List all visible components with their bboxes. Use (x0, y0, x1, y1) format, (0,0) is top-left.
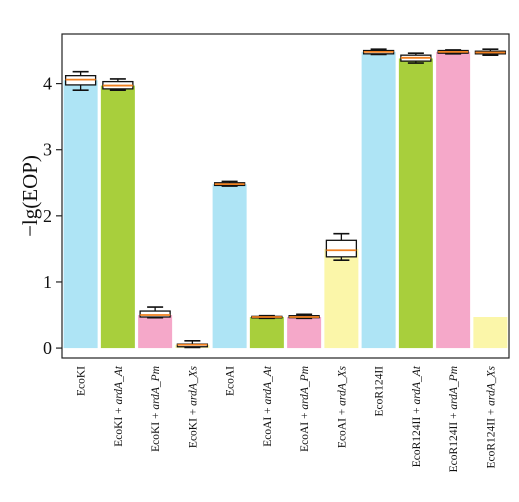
x-tick-label-part: EcoKI + (113, 405, 125, 447)
x-tick-label-part: ardA_Xs (187, 365, 199, 405)
bars-layer (63, 51, 508, 349)
x-tick-label-part: ardA_At (262, 365, 274, 404)
y-tick-label: 1 (43, 272, 52, 292)
x-tick-label: EcoAI + ardA_At (262, 365, 274, 447)
bar (287, 317, 322, 349)
x-tick-label-part: ardA_At (411, 365, 423, 404)
x-tick-label-part: EcoR124II + (411, 405, 423, 468)
x-tick-label-part: EcoR124II + (448, 410, 460, 473)
x-tick-label-part: EcoR124II (374, 366, 386, 417)
boxplots-layer (64, 48, 507, 349)
x-tick-label-part: ardA_Xs (336, 365, 348, 405)
boxplot (64, 70, 97, 92)
x-tick-label-part: ardA_At (113, 365, 125, 404)
boxplot (288, 313, 320, 320)
y-axis-label: −lg(EOP) (18, 155, 42, 237)
x-tick-label: EcoR124II + ardA_Xs (485, 365, 497, 468)
boxplot (102, 78, 134, 92)
box (139, 310, 171, 318)
x-tick-label: EcoAI + ardA_Xs (336, 365, 348, 448)
plot-frame (61, 33, 510, 359)
x-tick-label-part: EcoAI (225, 366, 237, 396)
x-tick-label-part: EcoKI + (150, 410, 162, 452)
y-tick-label: 3 (43, 140, 52, 160)
bar (361, 51, 396, 349)
bar (436, 51, 471, 349)
box (325, 239, 358, 258)
y-tick-label: 2 (43, 206, 52, 226)
x-tick-label: EcoKI + ardA_At (113, 365, 125, 447)
y-tick-label: 4 (43, 74, 52, 94)
x-tick-label: EcoKI (76, 366, 88, 396)
x-tick-label: EcoR124II + ardA_Pm (448, 366, 460, 472)
x-tick-label: EcoAI (225, 366, 237, 396)
x-tick-label-part: ardA_Pm (299, 366, 311, 410)
bar (212, 184, 247, 349)
bar (249, 317, 284, 349)
boxplot (474, 48, 507, 56)
boxplot (400, 52, 432, 64)
x-tick-label: EcoAI + ardA_Pm (299, 366, 311, 452)
x-tick-label-part: EcoAI + (262, 405, 274, 447)
y-tick-label: 0 (43, 338, 52, 358)
x-tick-label-part: ardA_Pm (150, 366, 162, 410)
boxplot (213, 180, 246, 187)
boxplot (362, 48, 395, 56)
x-tick-label-part: ardA_Xs (485, 365, 497, 405)
bar (324, 248, 359, 349)
bar (100, 85, 135, 349)
x-tick-label-part: EcoAI + (299, 410, 311, 452)
bar (398, 58, 433, 349)
boxplot (437, 49, 469, 55)
x-tick-label-part: ardA_Pm (448, 366, 460, 410)
x-tick-label: EcoR124II (374, 366, 386, 417)
x-tick-label: EcoKI + ardA_Pm (150, 366, 162, 452)
boxplot (251, 314, 283, 320)
boxplot (325, 232, 358, 261)
boxplot (139, 306, 171, 319)
x-tick-label: EcoR124II + ardA_At (411, 365, 423, 467)
y-axis: 0 1 2 3 4 (43, 74, 62, 358)
boxplot (176, 340, 209, 349)
bar (473, 317, 508, 349)
x-tick-label: EcoKI + ardA_Xs (187, 365, 199, 448)
bar (138, 315, 173, 349)
x-tick-label-part: EcoKI (76, 366, 88, 396)
bar (63, 80, 98, 349)
x-tick-label-part: EcoAI + (336, 406, 348, 448)
x-tick-label-part: EcoKI + (187, 406, 199, 448)
x-tick-label-part: EcoR124II + (485, 406, 497, 469)
